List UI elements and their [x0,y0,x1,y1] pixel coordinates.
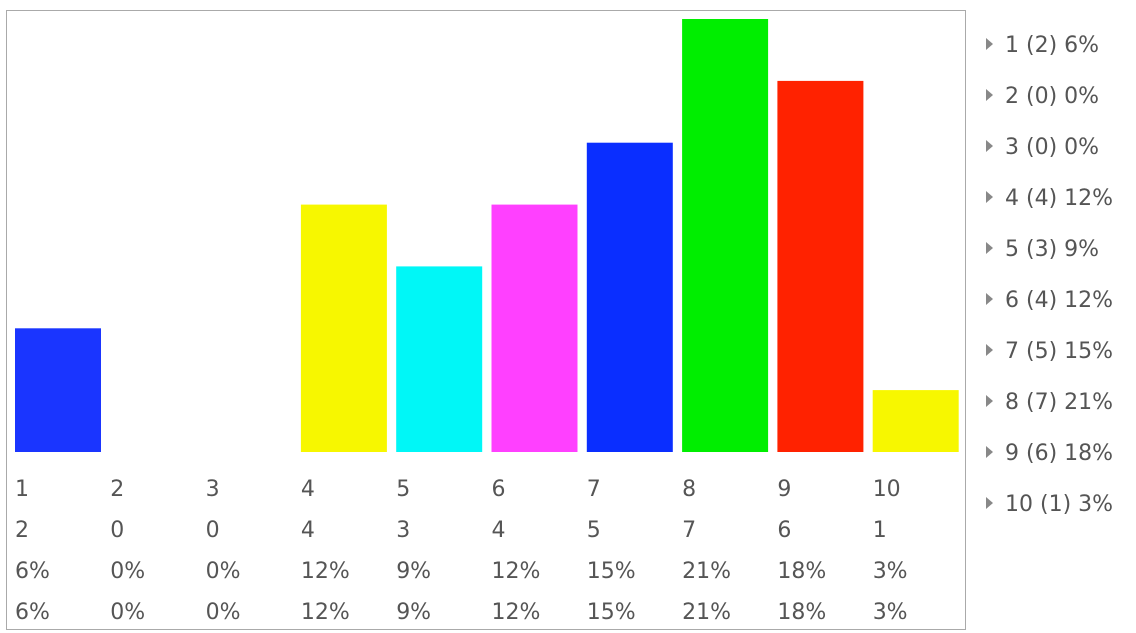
bar-plot-area [15,19,959,453]
table-cell: 12% [491,600,541,625]
legend-label: 4 (4) 12% [1005,186,1114,211]
bar-9[interactable] [777,80,864,453]
table-cell: 18% [777,600,827,625]
expand-arrow-icon[interactable] [986,242,993,254]
legend-label: 9 (6) 18% [1005,441,1114,466]
expand-arrow-icon[interactable] [986,38,993,50]
chart-frame: 1 2 3 4 5 6 7 8 9 10 2 0 0 4 3 4 5 7 6 1 6% 0% 0% 12% 9% 12% 15% 21… [6,10,966,630]
chart-legend: 1 (2) 6% 2 (0) 0% 3 (0) 0% 4 (4) 12% 5 (3) 9… [986,26,1136,536]
table-cell: 3 [396,518,411,543]
bar-10[interactable] [872,390,959,452]
bar-1[interactable] [15,328,101,452]
table-cell: 1 [15,477,29,502]
percent-row: 6% 0% 0% 12% 9% 12% 15% 21% 18% 3% [7,551,962,592]
legend-label: 5 (3) 9% [1005,237,1100,262]
data-table: 1 2 3 4 5 6 7 8 9 10 2 0 0 4 3 4 5 7 6 1 6% 0% 0% 12% 9% 12% 15% 21… [7,469,962,633]
table-cell: 3% [872,600,908,625]
legend-label: 2 (0) 0% [1005,84,1100,109]
count-row: 2 0 0 4 3 4 5 7 6 1 [7,510,962,551]
expand-arrow-icon[interactable] [986,395,993,407]
category-row: 1 2 3 4 5 6 7 8 9 10 [7,469,962,510]
legend-item[interactable]: 1 (2) 6% [986,26,1136,77]
table-cell: 9% [396,559,432,584]
table-cell: 15% [586,600,636,625]
table-cell: 6% [15,559,50,584]
legend-item[interactable]: 6 (4) 12% [986,281,1136,332]
table-cell: 6 [777,518,792,543]
expand-arrow-icon[interactable] [986,140,993,152]
table-cell: 0% [110,559,146,584]
bar-4[interactable] [300,204,387,452]
expand-arrow-icon[interactable] [986,344,993,356]
table-cell: 8 [682,477,697,502]
table-cell: 0% [110,600,146,625]
expand-arrow-icon[interactable] [986,497,993,509]
legend-label: 3 (0) 0% [1005,135,1100,160]
bar-7[interactable] [586,142,673,452]
table-cell: 4 [300,518,315,543]
table-cell: 21% [682,600,731,625]
legend-label: 10 (1) 3% [1005,492,1114,517]
bar-6[interactable] [491,204,578,452]
expand-arrow-icon[interactable] [986,293,993,305]
legend-item[interactable]: 7 (5) 15% [986,332,1136,383]
table-cell: 5 [396,477,411,502]
table-cell: 4 [491,518,506,543]
legend-item[interactable]: 2 (0) 0% [986,77,1136,128]
table-cell: 0% [205,559,241,584]
legend-item[interactable]: 9 (6) 18% [986,434,1136,485]
table-cell: 9% [396,600,432,625]
table-cell: 21% [682,559,731,584]
table-cell: 12% [491,559,541,584]
table-cell: 2 [110,477,125,502]
table-cell: 4 [300,477,315,502]
table-cell: 10 [872,477,901,502]
cumulative-percent-row: 6% 0% 0% 12% 9% 12% 15% 21% 18% 3% [7,592,962,633]
table-cell: 3% [872,559,908,584]
table-cell: 6 [491,477,506,502]
legend-label: 1 (2) 6% [1005,33,1100,58]
table-cell: 0 [110,518,125,543]
table-cell: 9 [777,477,792,502]
legend-label: 8 (7) 21% [1005,390,1114,415]
legend-item[interactable]: 8 (7) 21% [986,383,1136,434]
table-cell: 0 [205,518,220,543]
table-cell: 7 [586,477,601,502]
table-cell: 0% [205,600,241,625]
table-cell: 15% [586,559,636,584]
legend-item[interactable]: 5 (3) 9% [986,230,1136,281]
table-cell: 2 [15,518,29,543]
legend-label: 7 (5) 15% [1005,339,1114,364]
table-cell: 18% [777,559,827,584]
table-cell: 5 [586,518,601,543]
table-cell: 7 [682,518,697,543]
table-cell: 3 [205,477,220,502]
table-cell: 12% [300,600,350,625]
table-cell: 12% [300,559,350,584]
bar-5[interactable] [396,266,483,452]
legend-item[interactable]: 10 (1) 3% [986,485,1136,536]
legend-item[interactable]: 3 (0) 0% [986,128,1136,179]
table-cell: 1 [872,518,887,543]
legend-item[interactable]: 4 (4) 12% [986,179,1136,230]
expand-arrow-icon[interactable] [986,191,993,203]
bar-8[interactable] [682,19,769,452]
table-cell: 6% [15,600,50,625]
expand-arrow-icon[interactable] [986,89,993,101]
expand-arrow-icon[interactable] [986,446,993,458]
legend-label: 6 (4) 12% [1005,288,1114,313]
